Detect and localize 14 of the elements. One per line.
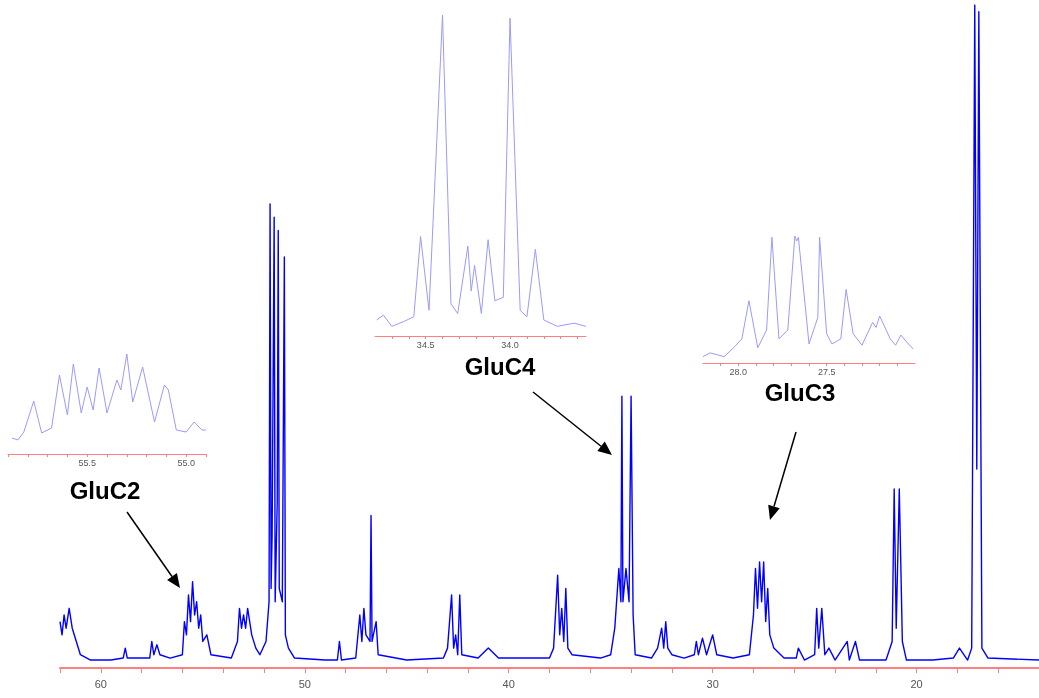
- x-tick-label: 28.0: [729, 366, 748, 377]
- annotation: GluC3: [764, 379, 836, 407]
- x-tick-label: 50: [298, 677, 311, 690]
- annotation: GluC2: [69, 477, 141, 505]
- x-tick-label: 27.5: [817, 366, 836, 377]
- x-tick-label: 55.5: [78, 457, 96, 468]
- x-tick-label: 55.0: [177, 457, 195, 468]
- x-tick-label: 30: [706, 677, 719, 690]
- x-tick-label: 34.5: [416, 339, 435, 350]
- x-tick-label: 40: [502, 677, 515, 690]
- x-tick-label: 60: [94, 677, 107, 690]
- x-tick-label: 34.0: [501, 339, 519, 350]
- x-tick-label: 20: [910, 677, 923, 690]
- annotation: GluC4: [464, 353, 536, 381]
